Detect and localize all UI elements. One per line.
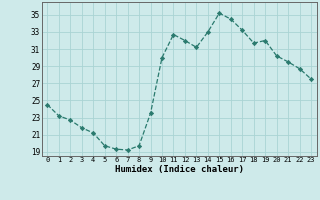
X-axis label: Humidex (Indice chaleur): Humidex (Indice chaleur) (115, 165, 244, 174)
